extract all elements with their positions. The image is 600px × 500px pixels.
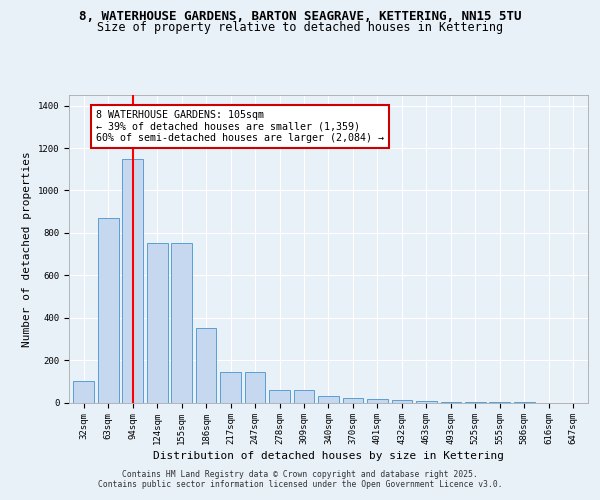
Bar [73,382,94,402]
Bar [392,400,412,402]
Bar [293,390,314,402]
Text: Contains HM Land Registry data © Crown copyright and database right 2025.
Contai: Contains HM Land Registry data © Crown c… [98,470,502,489]
Bar [122,158,143,402]
Bar [269,390,290,402]
Bar [171,244,192,402]
Text: 8, WATERHOUSE GARDENS, BARTON SEAGRAVE, KETTERING, NN15 5TU: 8, WATERHOUSE GARDENS, BARTON SEAGRAVE, … [79,10,521,23]
Bar [318,396,339,402]
Bar [245,372,265,402]
Text: Size of property relative to detached houses in Kettering: Size of property relative to detached ho… [97,21,503,34]
Bar [98,218,119,402]
X-axis label: Distribution of detached houses by size in Kettering: Distribution of detached houses by size … [153,452,504,462]
Bar [220,372,241,402]
Text: 8 WATERHOUSE GARDENS: 105sqm
← 39% of detached houses are smaller (1,359)
60% of: 8 WATERHOUSE GARDENS: 105sqm ← 39% of de… [96,110,384,143]
Bar [367,400,388,402]
Bar [343,398,364,402]
Bar [147,244,167,402]
Bar [196,328,217,402]
Y-axis label: Number of detached properties: Number of detached properties [22,151,32,346]
